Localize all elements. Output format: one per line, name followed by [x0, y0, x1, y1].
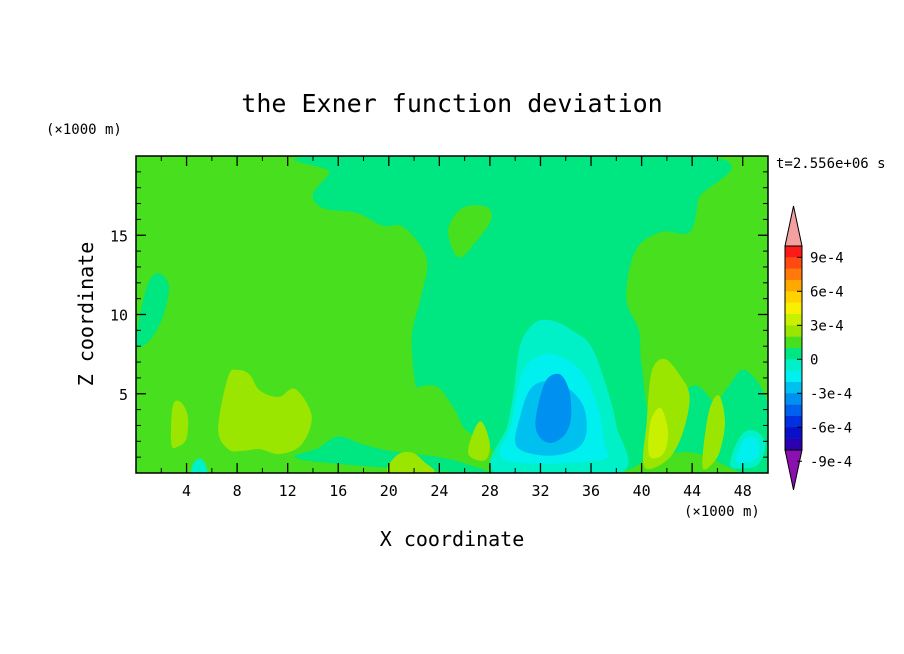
- colorbar: 9e-4 6e-4 3e-4 0 -3e-4 -6e-4 -9e-4: [784, 205, 852, 491]
- x-tick-label: 12: [279, 482, 297, 500]
- contour-region: [294, 156, 768, 473]
- x-tick-label: 48: [734, 482, 752, 500]
- x-tick-label: 36: [582, 482, 600, 500]
- colorbar-tick-label: 3e-4: [810, 318, 844, 334]
- contour-region: [648, 407, 669, 459]
- y-tick-label: 5: [119, 386, 128, 404]
- contour-region: [535, 373, 572, 443]
- contour-region: [218, 369, 312, 455]
- x-tick-label: 20: [380, 482, 398, 500]
- colorbar-extend-max: [784, 205, 803, 247]
- x-tick-label: 28: [481, 482, 499, 500]
- colorbar-cell: [785, 393, 802, 405]
- colorbar-tick-label: -9e-4: [810, 454, 852, 470]
- colorbar-cell: [785, 438, 802, 451]
- contour-region: [386, 451, 435, 473]
- colorbar-tick-label: 0: [810, 352, 818, 368]
- colorbar-cell: [785, 246, 802, 258]
- colorbar-cell: [785, 313, 802, 326]
- colorbar-frame: [784, 245, 803, 451]
- y-tick-label: 15: [110, 227, 128, 245]
- colorbar-cell: [785, 302, 802, 315]
- chart-title: the Exner function deviation: [241, 89, 662, 118]
- colorbar-tick-label: 9e-4: [810, 250, 844, 266]
- colorbar-cell: [785, 268, 802, 281]
- x-tick-label: 8: [233, 482, 242, 500]
- x-tick-label: 4: [182, 482, 191, 500]
- colorbar-cell: [785, 404, 802, 417]
- colorbar-tick-label: 6e-4: [810, 284, 844, 300]
- contour-region: [191, 458, 208, 473]
- colorbar-cell: [785, 291, 802, 303]
- y-axis-ticks: 5 10 15: [110, 171, 768, 458]
- contour-region: [468, 421, 490, 461]
- x-axis-ticks: 4 8 12 16 20 24 28 32 36 40 44 48: [160, 156, 752, 500]
- y-tick-label: 10: [110, 307, 128, 325]
- x-tick-label: 16: [329, 482, 347, 500]
- y-axis-label: Z coordinate: [74, 242, 98, 387]
- x-tick-label: 32: [531, 482, 549, 500]
- x-axis-label: X coordinate: [380, 527, 525, 551]
- colorbar-tick-label: -3e-4: [810, 386, 852, 402]
- colorbar-extend-min: [784, 449, 803, 491]
- colorbar-tick-label: -6e-4: [810, 420, 852, 436]
- colorbar-cell: [785, 257, 802, 269]
- x-tick-label: 24: [430, 482, 448, 500]
- colorbar-cell: [785, 279, 802, 292]
- time-label: t=2.556e+06 s: [776, 156, 886, 172]
- colorbar-cell: [785, 347, 802, 360]
- contour-regions: [136, 156, 768, 473]
- contour-region: [170, 400, 189, 449]
- colorbar-cell: [785, 359, 802, 371]
- x-tick-label: 40: [633, 482, 651, 500]
- colorbar-cell: [785, 427, 802, 439]
- colorbar-cell: [785, 415, 802, 428]
- contour-region: [702, 395, 726, 470]
- contour-region: [136, 273, 169, 348]
- y-unit-label: (×1000 m): [46, 122, 122, 138]
- colorbar-cell: [785, 381, 802, 394]
- colorbar-cell: [785, 325, 802, 337]
- colorbar-cell: [785, 370, 802, 383]
- contour-region: [736, 436, 760, 464]
- x-unit-label: (×1000 m): [684, 504, 760, 520]
- colorbar-cell: [785, 336, 802, 349]
- contour-region: [448, 205, 492, 258]
- x-tick-label: 44: [683, 482, 701, 500]
